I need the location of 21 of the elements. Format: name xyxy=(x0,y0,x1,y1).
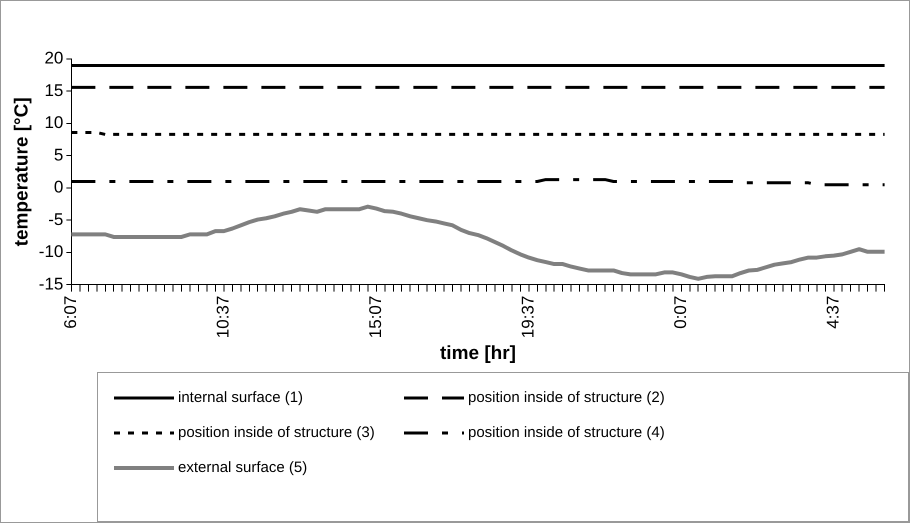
y-tick-label: 0 xyxy=(54,178,64,197)
legend-label: external surface (5) xyxy=(178,459,308,476)
legend-label: internal surface (1) xyxy=(178,389,304,406)
x-tick-label: 10:37 xyxy=(214,296,233,338)
y-tick-label: -5 xyxy=(48,210,64,229)
y-tick-label: 5 xyxy=(54,145,64,164)
legend-label: position inside of structure (4) xyxy=(468,424,665,441)
legend-label: position inside of structure (3) xyxy=(178,424,375,441)
y-tick-label: -10 xyxy=(38,242,64,262)
y-tick-label: 15 xyxy=(44,80,64,100)
x-tick-label: 6:07 xyxy=(61,296,80,329)
y-tick-label: 20 xyxy=(44,48,64,68)
y-tick-label: -15 xyxy=(38,274,64,294)
x-tick-label: 0:07 xyxy=(670,296,690,329)
x-tick-label: 15:07 xyxy=(366,296,386,338)
x-tick-label: 4:37 xyxy=(823,296,842,329)
x-axis-title: time [hr] xyxy=(440,342,516,364)
y-axis-title: temperature [°C] xyxy=(12,97,33,246)
x-tick-label: 19:37 xyxy=(518,296,538,338)
y-tick-label: 10 xyxy=(44,113,64,132)
legend-label: position inside of structure (2) xyxy=(468,389,665,406)
